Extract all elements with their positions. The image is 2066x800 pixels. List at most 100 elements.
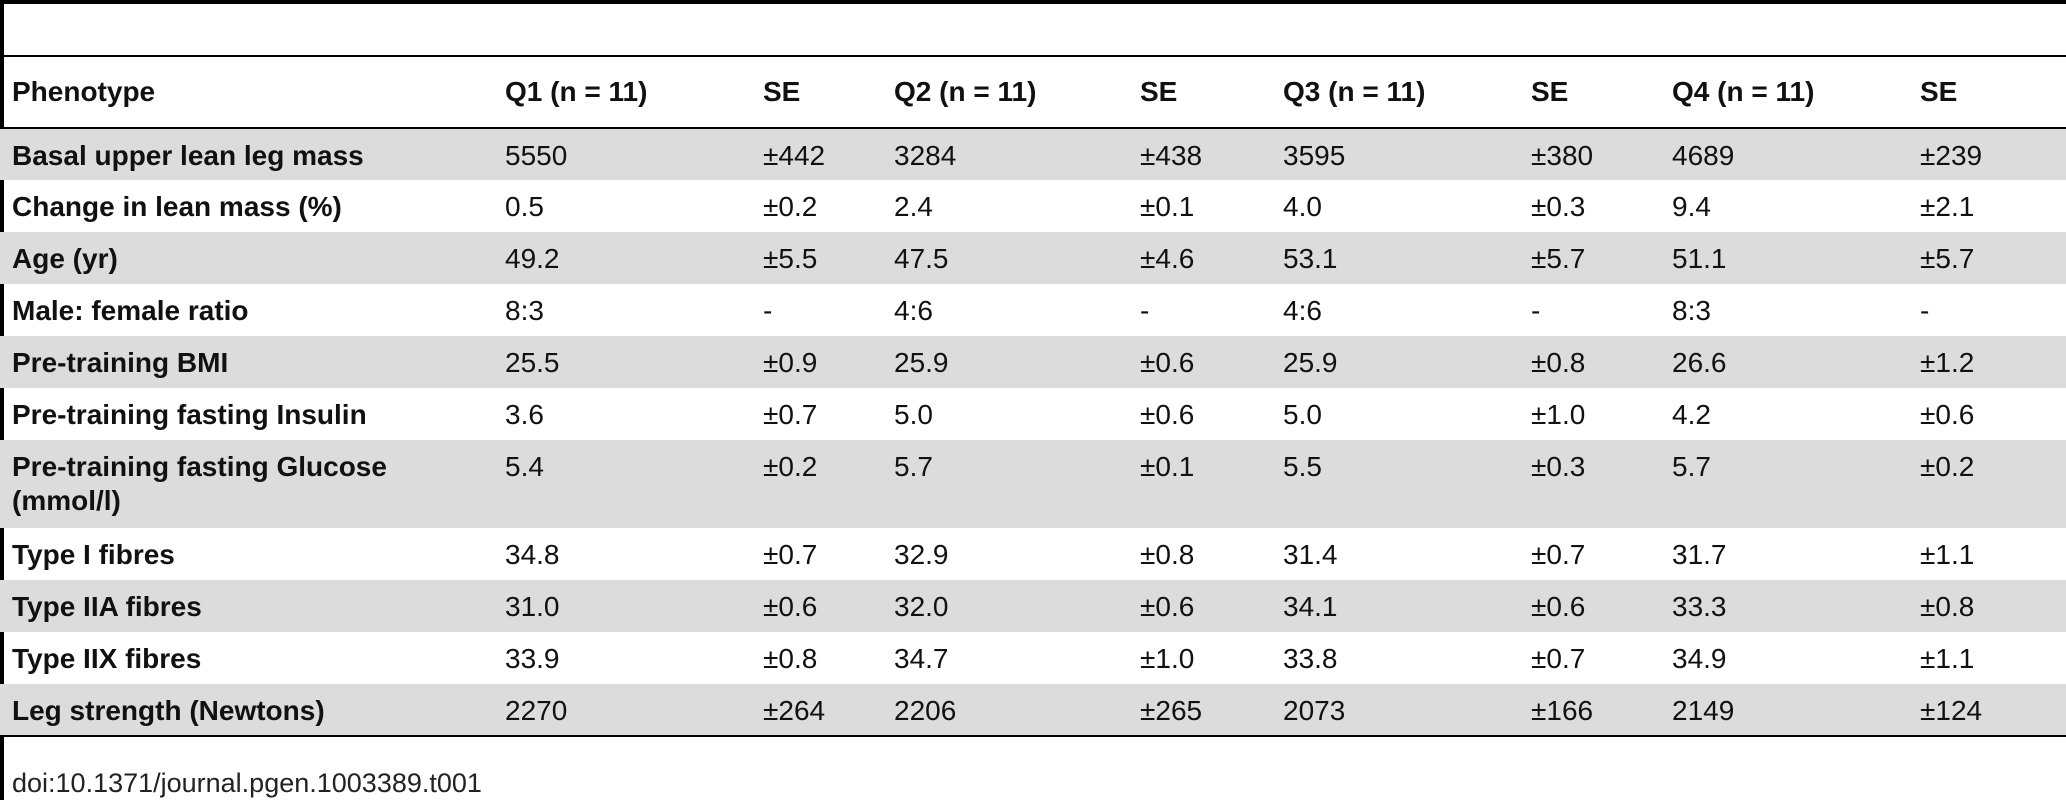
q3-se-cell: ±0.7	[1531, 643, 1586, 674]
q4-value-cell: 4689	[1672, 140, 1735, 171]
q3-value-cell: 25.9	[1283, 347, 1338, 378]
q1-value-cell: 25.5	[505, 347, 560, 378]
q1-se-cell: ±442	[763, 140, 826, 171]
q2-se-cell: ±0.1	[1140, 451, 1195, 482]
q1-value-cell: 33.9	[505, 643, 560, 674]
phenotype-table: Phenotype Q1 (n = 11) SE Q2 (n = 11) SE …	[0, 55, 2066, 737]
q4-value-cell: 9.4	[1672, 191, 1711, 222]
q1-se-cell: ±0.6	[763, 591, 818, 622]
left-rule	[0, 0, 4, 800]
q2-value-cell: 25.9	[894, 347, 949, 378]
q4-se-cell: ±239	[1920, 140, 1983, 171]
q1-se-cell: ±264	[763, 695, 826, 726]
q3-value-cell: 2073	[1283, 695, 1346, 726]
q4-se-cell: ±2.1	[1920, 191, 1975, 222]
q4-se-cell: ±124	[1920, 695, 1983, 726]
q4-value-cell: 51.1	[1672, 243, 1727, 274]
phenotype-cell: Leg strength (Newtons)	[12, 695, 325, 726]
table-row: Leg strength (Newtons) 2270 ±264 2206 ±265 20…	[0, 684, 2066, 736]
phenotype-cell: Type IIA fibres	[12, 591, 202, 622]
q3-value-cell: 3595	[1283, 140, 1346, 171]
q3-value-cell: 33.8	[1283, 643, 1338, 674]
q3-se-cell: ±0.8	[1531, 347, 1586, 378]
q3-value-cell: 5.0	[1283, 399, 1322, 430]
q4-value-cell: 33.3	[1672, 591, 1727, 622]
q2-value-cell: 5.7	[894, 451, 933, 482]
q2-se-cell: ±0.6	[1140, 347, 1195, 378]
phenotype-cell: Pre-training fasting Insulin	[12, 399, 367, 430]
q1-value-cell: 3.6	[505, 399, 544, 430]
table-row: Type I fibres 34.8 ±0.7 32.9 ±0.8 31.4 ±0.7 31.…	[0, 528, 2066, 580]
q2-value-cell: 2.4	[894, 191, 933, 222]
q4-value-cell: 31.7	[1672, 539, 1727, 570]
q1-value-cell: 8:3	[505, 295, 544, 326]
q3-value-cell: 5.5	[1283, 451, 1322, 482]
q3-se-cell: ±380	[1531, 140, 1594, 171]
q3-se-cell: -	[1531, 295, 1541, 326]
q3-se-cell: ±5.7	[1531, 243, 1586, 274]
q2-se-cell: ±1.0	[1140, 643, 1195, 674]
q2-se-cell: ±4.6	[1140, 243, 1195, 274]
phenotype-cell: Pre-training BMI	[12, 347, 229, 378]
q3-se-cell: ±0.7	[1531, 539, 1586, 570]
q3-value-cell: 53.1	[1283, 243, 1338, 274]
q3-se-cell: ±0.3	[1531, 191, 1586, 222]
q4-se-cell: ±0.2	[1920, 451, 1975, 482]
col-header-phenotype: Phenotype	[12, 76, 156, 107]
table-row: Pre-training BMI 25.5 ±0.9 25.9 ±0.6 25.9 ±0.8…	[0, 336, 2066, 388]
phenotype-cell: Basal upper lean leg mass	[12, 140, 364, 171]
q1-se-cell: ±0.9	[763, 347, 818, 378]
q4-se-cell: ±0.6	[1920, 399, 1975, 430]
table-row: Type IIA fibres 31.0 ±0.6 32.0 ±0.6 34.1 ±0.6 3…	[0, 580, 2066, 632]
col-header-q4-se: SE	[1920, 76, 1958, 107]
q2-se-cell: ±265	[1140, 695, 1203, 726]
table-header-row: Phenotype Q1 (n = 11) SE Q2 (n = 11) SE …	[0, 56, 2066, 128]
q3-se-cell: ±166	[1531, 695, 1594, 726]
col-header-q1-se: SE	[763, 76, 801, 107]
table-row: Basal upper lean leg mass 5550 ±442 3284 ±43…	[0, 128, 2066, 180]
q2-se-cell: ±0.8	[1140, 539, 1195, 570]
q4-se-cell: ±5.7	[1920, 243, 1975, 274]
col-header-q3-se: SE	[1531, 76, 1569, 107]
q4-se-cell: ±1.2	[1920, 347, 1975, 378]
q4-value-cell: 2149	[1672, 695, 1735, 726]
table-body: Basal upper lean leg mass 5550 ±442 3284 ±43…	[0, 128, 2066, 736]
q3-value-cell: 4.0	[1283, 191, 1322, 222]
q3-value-cell: 31.4	[1283, 539, 1338, 570]
q1-value-cell: 5.4	[505, 451, 544, 482]
table-row: Pre-training fasting Insulin 3.6 ±0.7 5.0 ±0…	[0, 388, 2066, 440]
doi-caption: doi:10.1371/journal.pgen.1003389.t001	[12, 768, 482, 798]
q4-se-cell: ±0.8	[1920, 591, 1975, 622]
q1-se-cell: ±0.7	[763, 399, 818, 430]
q2-value-cell: 5.0	[894, 399, 933, 430]
q1-value-cell: 2270	[505, 695, 568, 726]
col-header-q2-se: SE	[1140, 76, 1178, 107]
q1-se-cell: -	[763, 295, 773, 326]
q4-value-cell: 5.7	[1672, 451, 1711, 482]
q2-value-cell: 34.7	[894, 643, 949, 674]
q4-se-cell: -	[1920, 295, 1930, 326]
col-header-q4: Q4 (n = 11)	[1672, 76, 1815, 107]
q1-value-cell: 49.2	[505, 243, 560, 274]
q2-se-cell: -	[1140, 295, 1150, 326]
q4-se-cell: ±1.1	[1920, 539, 1975, 570]
q1-se-cell: ±0.8	[763, 643, 818, 674]
table-row: Type IIX fibres 33.9 ±0.8 34.7 ±1.0 33.8 ±0.7 3…	[0, 632, 2066, 684]
q2-se-cell: ±438	[1140, 140, 1203, 171]
top-rule	[0, 0, 2066, 4]
q3-se-cell: ±1.0	[1531, 399, 1586, 430]
table-row: Male: female ratio 8:3 - 4:6 - 4:6 - 8:3 -	[0, 284, 2066, 336]
q2-value-cell: 32.0	[894, 591, 949, 622]
table-row: Age (yr) 49.2 ±5.5 47.5 ±4.6 53.1 ±5.7 51.1 ±5.7	[0, 232, 2066, 284]
q4-se-cell: ±1.1	[1920, 643, 1975, 674]
q1-se-cell: ±0.2	[763, 451, 818, 482]
col-header-q1: Q1 (n = 11)	[505, 76, 648, 107]
q3-se-cell: ±0.3	[1531, 451, 1586, 482]
phenotype-cell: Change in lean mass (%)	[12, 191, 342, 222]
phenotype-cell: Type I fibres	[12, 539, 175, 570]
q3-value-cell: 34.1	[1283, 591, 1338, 622]
q2-value-cell: 32.9	[894, 539, 949, 570]
q1-se-cell: ±5.5	[763, 243, 818, 274]
table-container: Phenotype Q1 (n = 11) SE Q2 (n = 11) SE …	[0, 55, 2066, 737]
phenotype-cell: Age (yr)	[12, 243, 118, 274]
